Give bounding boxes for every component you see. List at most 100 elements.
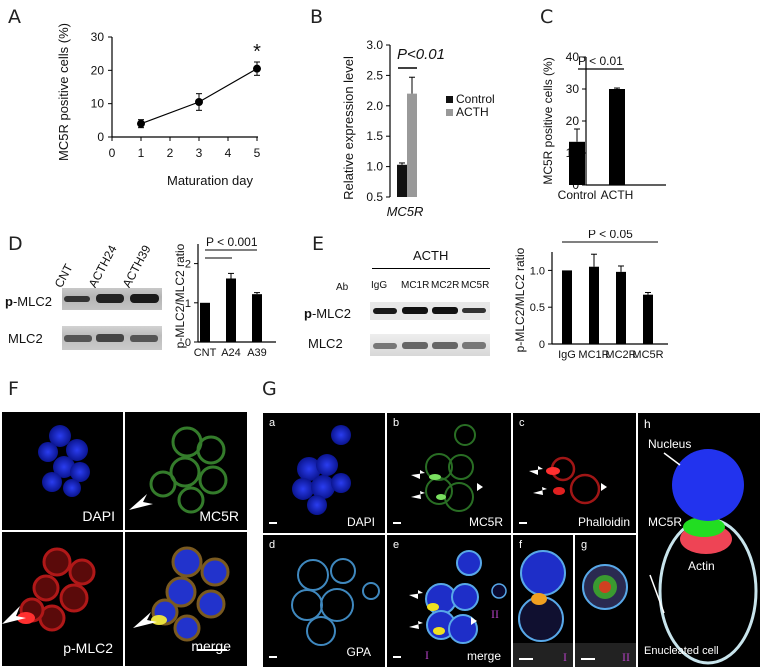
blot-e-band-pmlc2 bbox=[370, 302, 490, 320]
chart-a-point bbox=[195, 98, 203, 106]
legend-control-label: Control bbox=[456, 92, 495, 106]
chart-a-xlabel: Maturation day bbox=[167, 173, 253, 188]
g-c-phalloidin-image: c Phalloidin bbox=[513, 413, 636, 533]
chart-c-xtick-label: Control bbox=[558, 188, 597, 202]
chart-a: MC5R positive cells (%) 0 10 20 30 0 1 2 3 4 5 M… bbox=[56, 23, 261, 188]
panel-label-c: C bbox=[540, 6, 554, 28]
chart-d-bar bbox=[200, 302, 210, 342]
blot-e-row-mlc2: MLC2 bbox=[308, 336, 343, 351]
chart-e-xtick-label: MC5R bbox=[632, 349, 663, 361]
chart-b-pvalue: P<0.01 bbox=[397, 46, 445, 63]
g-a-dapi-image: a DAPI bbox=[263, 413, 385, 533]
chart-a-ytick-label: 10 bbox=[91, 97, 105, 111]
blot-e-row-pmlc2: p-MLC2 bbox=[304, 306, 351, 321]
chart-b: Relative expression level 0.5 1.0 1.5 2.0 2.… bbox=[341, 38, 495, 219]
f-merge-image: merge bbox=[125, 532, 247, 666]
chart-e-bar bbox=[562, 270, 572, 344]
chart-e-pvalue: P < 0.05 bbox=[588, 230, 633, 241]
chart-d-ytick-label: 1 bbox=[185, 298, 191, 310]
chart-a-ytick-label: 30 bbox=[91, 30, 105, 44]
panel-label-e: E bbox=[312, 233, 325, 255]
blot-d-row-mlc2: MLC2 bbox=[8, 331, 43, 346]
g-b-label: MC5R bbox=[468, 515, 503, 529]
chart-b-ytick-label: 1.0 bbox=[366, 160, 383, 174]
chart-d-bar bbox=[226, 278, 236, 342]
blot-e-header: ACTH bbox=[413, 248, 449, 263]
g-f-marker-i: I bbox=[563, 650, 567, 664]
blot-e-lane-label: IgG bbox=[371, 280, 388, 291]
chart-b-bar-acth bbox=[407, 93, 417, 197]
nucleus-shape bbox=[672, 449, 744, 521]
panel-label-f: F bbox=[8, 378, 19, 400]
chart-c-ytick-label: 20 bbox=[566, 114, 580, 128]
chart-a-xtick-label: 0 bbox=[109, 146, 116, 160]
chart-b-ylabel: Relative expression level bbox=[341, 56, 356, 200]
f-merge-label: merge bbox=[191, 638, 231, 654]
g-h-diagram: h Nucleus MC5R Actin Enucleated cell bbox=[638, 413, 760, 667]
diagram-actin-label: Actin bbox=[688, 559, 715, 573]
chart-a-xtick-label: 1 bbox=[138, 146, 145, 160]
chart-d: p-MLC2/MLC2 ratio 0 1 2 CNT A24 A39 P < 0.00… bbox=[173, 235, 276, 359]
blot-d-band-pmlc2 bbox=[62, 288, 162, 310]
chart-a-significance-star: * bbox=[253, 41, 261, 63]
chart-a-xtick-label: 2 bbox=[167, 146, 174, 160]
chart-b-ytick-label: 2.5 bbox=[366, 68, 383, 82]
g-g-letter: g bbox=[581, 539, 588, 551]
blot-e: ACTH Ab IgG MC1R MC2R MC5R p-MLC2 MLC2 bbox=[304, 236, 500, 366]
blot-e-band-mlc2 bbox=[370, 334, 490, 356]
chart-e-ylabel: p-MLC2/MLC2 ratio bbox=[513, 247, 527, 352]
g-h-letter: h bbox=[644, 417, 651, 431]
g-f-letter: f bbox=[519, 539, 523, 551]
chart-e-xtick-label: MC1R bbox=[578, 349, 609, 361]
g-e-letter: e bbox=[393, 539, 400, 551]
panel-label-d: D bbox=[8, 233, 23, 255]
chart-c-ylabel: MC5R positive cells (%) bbox=[541, 57, 555, 184]
chart-a-ytick-label: 0 bbox=[97, 130, 104, 144]
chart-d-xtick-label: A39 bbox=[247, 347, 267, 359]
chart-b-ytick-label: 2.0 bbox=[366, 99, 383, 113]
g-a-label: DAPI bbox=[346, 515, 375, 529]
g-d-label: GPA bbox=[346, 645, 371, 659]
chart-c: MC5R positive cells (%) 010203040 Contro… bbox=[541, 50, 666, 202]
chart-d-ytick-label: 2 bbox=[185, 259, 191, 271]
chart-c-xtick-label: ACTH bbox=[601, 188, 634, 202]
g-e-merge-image: e I II merge bbox=[387, 535, 511, 667]
chart-a-ylabel: MC5R positive cells (%) bbox=[56, 23, 71, 161]
g-c-label: Phalloidin bbox=[577, 515, 630, 529]
g-e-marker-ii: II bbox=[491, 607, 499, 621]
chart-e-ytick-label: 1.0 bbox=[530, 265, 545, 277]
g-c-letter: c bbox=[519, 417, 525, 429]
chart-e-bar bbox=[616, 271, 626, 344]
chart-a-xtick-label: 4 bbox=[225, 146, 232, 160]
blot-d-row-pmlc2: p-MLC2 bbox=[5, 294, 52, 309]
panel-label-b: B bbox=[310, 6, 324, 28]
f-dapi-image: DAPI bbox=[2, 412, 123, 530]
g-g-zoom-image: g II bbox=[575, 535, 636, 667]
panel-label-g: G bbox=[262, 378, 277, 400]
chart-a-xtick-label: 3 bbox=[196, 146, 203, 160]
chart-e-ytick-label: 0 bbox=[539, 339, 545, 351]
diagram-nucleus-label: Nucleus bbox=[648, 437, 692, 451]
blot-e-header-line bbox=[372, 268, 490, 269]
chart-d-xtick-label: CNT bbox=[194, 347, 217, 359]
g-a-letter: a bbox=[269, 417, 276, 429]
blot-d-lane-label: ACTH24 bbox=[85, 242, 120, 290]
chart-d-bar bbox=[252, 294, 262, 342]
chart-c-ytick-label: 40 bbox=[566, 50, 580, 64]
legend-acth-swatch bbox=[446, 109, 453, 116]
legend-acth-label: ACTH bbox=[456, 105, 489, 119]
chart-d-ytick-label: 0 bbox=[185, 337, 191, 349]
chart-d-xtick-label: A24 bbox=[221, 347, 241, 359]
chart-b-ytick-label: 1.5 bbox=[366, 129, 383, 143]
g-b-mc5r-image: b MC5R bbox=[387, 413, 511, 533]
f-pmlc2-image: p-MLC2 bbox=[2, 532, 123, 666]
chart-b-ytick-label: 3.0 bbox=[366, 38, 383, 52]
chart-c-bar bbox=[609, 89, 625, 185]
chart-c-ytick-label: 30 bbox=[566, 82, 580, 96]
chart-b-bar-control bbox=[397, 164, 407, 197]
chart-e-bar bbox=[643, 294, 653, 344]
f-dapi-label: DAPI bbox=[82, 508, 115, 524]
chart-d-pvalue: P < 0.001 bbox=[206, 235, 258, 249]
blot-d-band-mlc2 bbox=[62, 326, 162, 350]
f-pmlc2-label: p-MLC2 bbox=[63, 640, 113, 656]
